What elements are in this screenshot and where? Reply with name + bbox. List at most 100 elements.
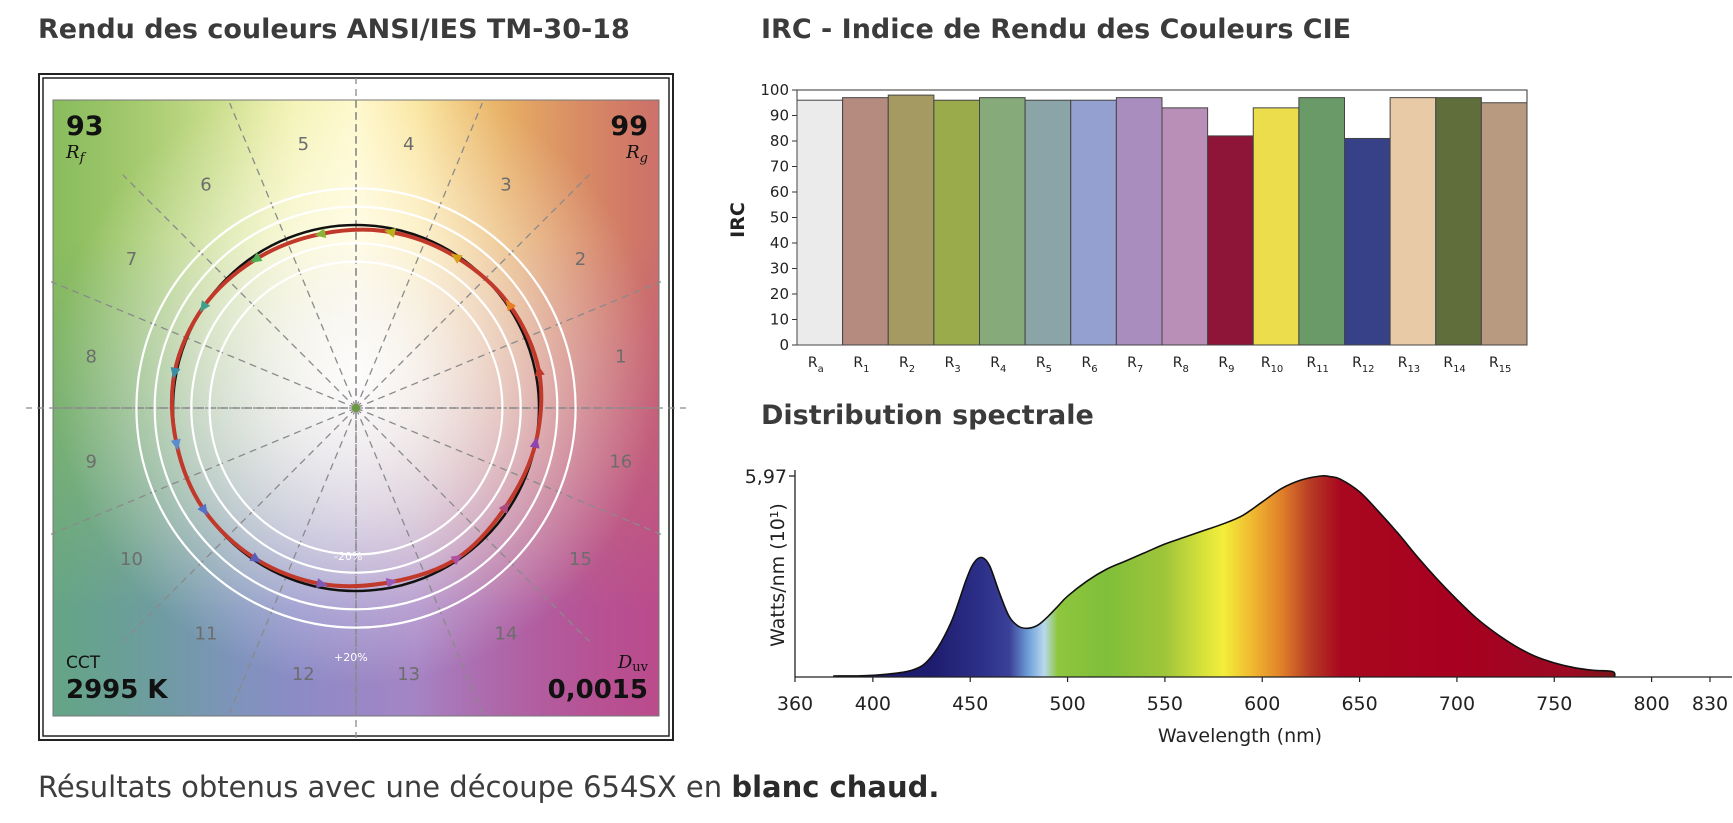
cri-bar xyxy=(1344,137,1391,346)
spd-ymax-label: 5,97 xyxy=(745,466,787,488)
tm30-bin-label: 9 xyxy=(85,452,96,473)
tm30-hue-arrow xyxy=(170,367,181,379)
tm30-bin-spoke xyxy=(355,407,662,535)
tm30-bin-spoke xyxy=(355,407,483,714)
tm30-bin-spoke xyxy=(355,407,590,642)
tm30-bin-label: 5 xyxy=(298,134,309,155)
tm30-bin-spoke xyxy=(229,102,357,409)
cri-bar xyxy=(1252,107,1300,346)
ring-minus-label: -20% xyxy=(334,550,362,563)
spd-area xyxy=(833,475,1615,677)
spd-xtick-label: 550 xyxy=(1147,693,1183,715)
spd-ylabel: Watts/nm (10¹) xyxy=(767,503,789,647)
cri-xtick-label: R13 xyxy=(1398,355,1420,375)
cri-xtick-label: R11 xyxy=(1306,355,1328,375)
tm30-bin-label: 15 xyxy=(569,549,592,570)
cri-xtick-label: R7 xyxy=(1127,355,1143,375)
spd-xtick-label: 450 xyxy=(952,693,988,715)
spd-xtick-label: 700 xyxy=(1439,693,1475,715)
spd-xtick-label: 830 xyxy=(1692,693,1728,715)
spd-title: Distribution spectrale xyxy=(761,400,1094,431)
tm30-ring xyxy=(190,242,522,574)
cri-xtick-label: R10 xyxy=(1261,355,1283,375)
tm30-bin-spoke xyxy=(122,407,357,642)
tm30-hue-arrow xyxy=(199,300,211,313)
tm30-bin-spoke xyxy=(50,281,357,409)
tm30-hue-arrow xyxy=(250,252,263,263)
caption: Résultats obtenus avec une découpe 654SX… xyxy=(38,770,939,804)
cri-ytick-label: 0 xyxy=(779,336,789,354)
cri-bar xyxy=(1115,97,1163,346)
duv-value: 0,0015 xyxy=(548,675,648,705)
tm30-bin-spoke xyxy=(50,407,357,535)
spectral-distribution-chart: 5,97 Watts/nm (10¹) 360 400 450 500 550 600 65… xyxy=(745,466,1732,747)
cri-xtick-label: R9 xyxy=(1218,355,1234,375)
tm30-hue-arrow xyxy=(498,501,510,514)
tm30-bin-label: 3 xyxy=(500,175,511,196)
cri-ytick-label: 60 xyxy=(770,183,789,201)
cri-ytick-label: 100 xyxy=(760,81,789,99)
caption-text: Résultats obtenus avec une découpe 654SX… xyxy=(38,770,732,804)
tm30-title: Rendu des couleurs ANSI/IES TM-30-18 xyxy=(38,14,630,45)
cri-bar xyxy=(979,97,1026,346)
tm30-bin-label: 1 xyxy=(615,346,626,367)
cri-ytick-label: 50 xyxy=(770,209,789,227)
tm30-hue-arrow xyxy=(534,364,545,377)
tm30-hue-arrow xyxy=(385,577,398,588)
tm30-bin-label: 12 xyxy=(292,664,315,685)
tm30-bin-spoke xyxy=(355,281,662,409)
tm30-ring xyxy=(153,205,559,611)
cri-bar xyxy=(1480,102,1528,346)
cri-ylabel: IRC xyxy=(727,202,749,238)
tm30-hue-arrow xyxy=(316,578,328,589)
tm30-hue-arrow xyxy=(529,436,540,449)
spd-xtick-label: 750 xyxy=(1536,693,1572,715)
spd-xtick-label: 800 xyxy=(1633,693,1669,715)
cri-ytick-label: 80 xyxy=(770,132,789,150)
cri-xtick-label: R1 xyxy=(853,355,869,375)
cri-xtick-label: R6 xyxy=(1082,355,1098,375)
tm30-hue-arrow xyxy=(249,552,262,563)
tm30-bin-label: 6 xyxy=(200,175,211,196)
tm30-bin-label: 14 xyxy=(495,623,518,644)
cri-xtick-label: R4 xyxy=(990,355,1006,375)
tm30-bin-label: 10 xyxy=(120,549,143,570)
rf-label: Rf xyxy=(65,142,87,166)
spd-xtick-label: 650 xyxy=(1341,693,1377,715)
tm30-bin-label: 8 xyxy=(85,346,96,367)
spd-xlabel: Wavelength (nm) xyxy=(1158,725,1322,747)
spd-line xyxy=(833,474,1616,678)
tm30-bin-label: 11 xyxy=(195,623,218,644)
tm30-hue-arrow xyxy=(170,438,181,451)
spd-xtick-label: 600 xyxy=(1244,693,1280,715)
cri-ytick-label: 70 xyxy=(770,158,789,176)
tm30-bin-label: 2 xyxy=(575,249,586,270)
tm30-bin-spoke xyxy=(355,174,590,409)
tm30-bin-spoke xyxy=(229,407,357,714)
cri-xtick-label: R2 xyxy=(899,355,915,375)
cri-xtick-label: R12 xyxy=(1352,355,1374,375)
cri-bar xyxy=(887,94,935,346)
cri-title: IRC - Indice de Rendu des Couleurs CIE xyxy=(761,14,1352,45)
cri-bar xyxy=(796,99,844,346)
cct-label: CCT xyxy=(66,653,101,673)
tm30-bin-label: 7 xyxy=(126,249,137,270)
tm30-bin-label: 13 xyxy=(397,664,420,685)
cri-ytick-label: 20 xyxy=(770,285,789,303)
tm30-hue-arrow xyxy=(450,253,463,264)
tm30-ring xyxy=(135,187,577,629)
cri-xtick-label: R14 xyxy=(1443,355,1465,375)
cct-value: 2995 K xyxy=(66,675,168,705)
cri-bar xyxy=(1435,97,1482,346)
tm30-hue-arrow xyxy=(197,503,208,516)
cri-bar xyxy=(933,99,980,346)
cri-ytick-label: 90 xyxy=(770,107,789,125)
tm30-bin-spoke xyxy=(122,174,357,409)
cri-xtick-label: Ra xyxy=(808,355,824,375)
cri-bar xyxy=(842,97,889,346)
cri-ytick-label: 10 xyxy=(770,311,789,329)
tm30-center-marker xyxy=(352,404,360,412)
rg-value: 99 xyxy=(610,111,648,142)
spd-xtick-label: 500 xyxy=(1049,693,1085,715)
